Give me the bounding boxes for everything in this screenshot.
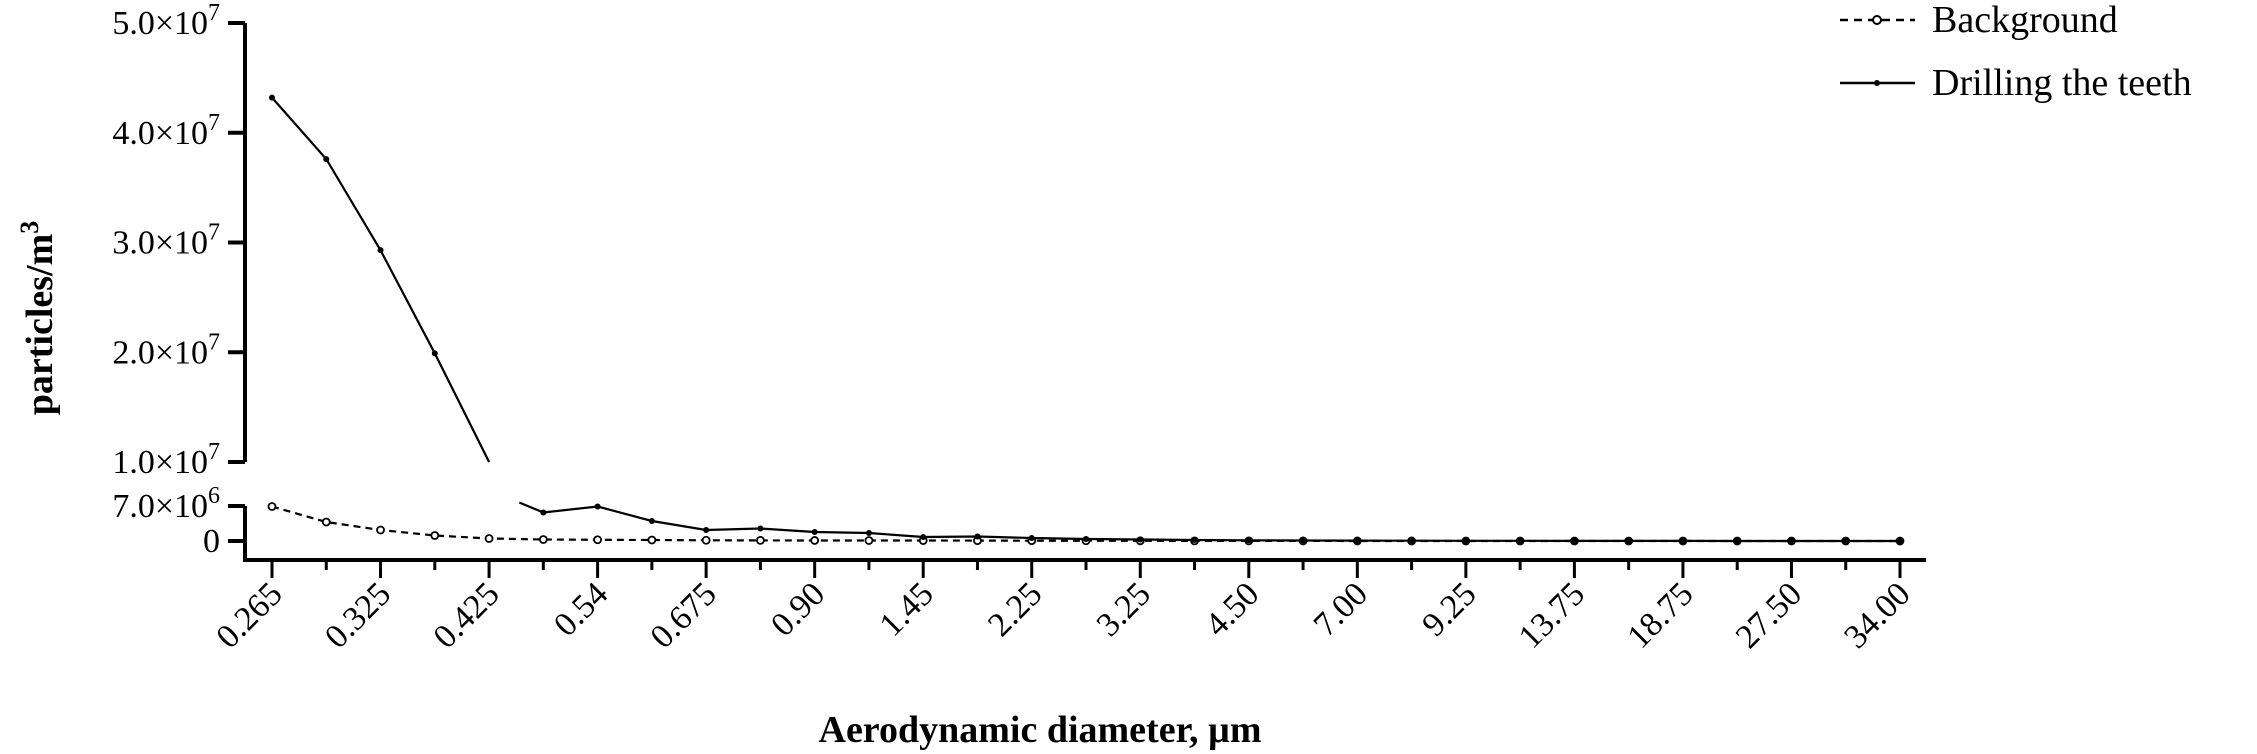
point-drilling-8 [703,527,710,533]
point-drilling-22 [1462,537,1469,544]
x-tick-label-6: 1.45 [873,575,941,643]
point-drilling-24 [1571,537,1578,544]
x-tick-label-13: 18.75 [1620,575,1700,655]
legend: Background Drilling the teeth [1840,0,2192,104]
x-tick-label-10: 7.00 [1307,575,1375,643]
point-drilling-11 [865,530,872,536]
point-drilling-13 [974,533,981,540]
point-drilling-9 [757,525,764,532]
x-tick-label-14: 27.50 [1729,575,1809,655]
x-tick-label-5: 0.90 [764,575,832,643]
y-tick-label-lower-1: 0 [203,523,220,560]
series-layer [267,94,1905,546]
y-ticks: 5.0×107 4.0×107 3.0×107 2.0×107 1.0×1077.0×1… [112,0,245,560]
point-drilling-18 [1245,537,1252,544]
legend-marker-drilling [1874,80,1880,86]
legend-item-background: Background [1840,0,2118,41]
x-tick-label-12: 13.75 [1512,575,1592,655]
x-tick-label-7: 2.25 [981,575,1049,643]
point-drilling-1 [323,156,330,163]
x-tick-label-4: 0.675 [644,575,724,655]
y-tick-label-upper-0: 5.0×107 [112,0,220,42]
legend-label-drilling: Drilling the teeth [1932,62,2192,104]
x-tick-label-2: 0.425 [426,575,506,655]
x-tick-label-1: 0.325 [318,575,398,655]
point-drilling-5 [540,509,547,516]
point-drilling-17 [1191,537,1198,543]
axes [243,23,1926,562]
point-drilling-30 [1897,537,1903,544]
x-axis-title: Aerodynamic diameter, µm [819,709,1262,751]
series-line-1 [271,96,1900,543]
point-drilling-29 [1842,537,1849,544]
series-1 [269,94,1903,544]
point-drilling-10 [811,529,818,535]
point-drilling-23 [1517,537,1524,544]
point-drilling-12 [920,534,927,540]
x-tick-label-15: 34.00 [1837,575,1917,655]
point-background-9 [756,535,765,545]
y-tick-label-upper-2: 3.0×107 [112,220,220,262]
y-tick-label-upper-3: 2.0×107 [112,329,220,371]
point-drilling-0 [269,94,275,101]
legend-marker-background [1872,15,1882,25]
point-drilling-25 [1625,537,1632,544]
point-drilling-19 [1300,537,1307,544]
point-drilling-2 [377,247,384,254]
series-line-0 [271,505,1900,543]
point-background-11 [864,536,874,545]
y-tick-label-lower-0: 7.0×106 [112,483,220,525]
x-tick-label-11: 9.25 [1415,575,1483,643]
point-background-10 [810,536,820,545]
point-background-1 [321,517,331,527]
x-ticks: 0.265 0.325 0.425 0.54 0.675 0.90 1.45 2.25 3.25… [209,560,1918,656]
y-axis-title: particles/m3 [15,221,61,416]
legend-label-background: Background [1932,0,2118,41]
y-tick-label-upper-1: 4.0×107 [112,110,220,152]
point-background-4 [484,534,494,543]
point-drilling-15 [1083,536,1089,542]
x-tick-label-9: 4.50 [1198,575,1266,643]
point-background-0 [267,502,277,511]
point-drilling-14 [1028,535,1035,541]
point-drilling-28 [1788,537,1795,544]
x-tick-label-8: 3.25 [1090,575,1158,643]
point-background-3 [430,531,440,540]
y-tick-label-upper-4: 1.0×107 [112,439,220,481]
point-drilling-6 [594,503,601,510]
point-drilling-7 [648,518,655,524]
x-tick-label-3: 0.54 [547,575,615,643]
point-background-7 [647,535,657,545]
point-drilling-27 [1734,537,1741,544]
point-background-8 [701,535,711,545]
legend-item-drilling: Drilling the teeth [1840,62,2192,104]
point-drilling-3 [431,350,438,357]
point-drilling-21 [1408,537,1415,544]
point-background-2 [376,525,385,535]
point-drilling-20 [1354,537,1361,544]
point-background-5 [538,535,548,544]
point-drilling-16 [1137,536,1144,543]
x-tick-label-0: 0.265 [209,575,289,655]
point-background-6 [593,535,602,545]
point-drilling-26 [1679,537,1686,544]
